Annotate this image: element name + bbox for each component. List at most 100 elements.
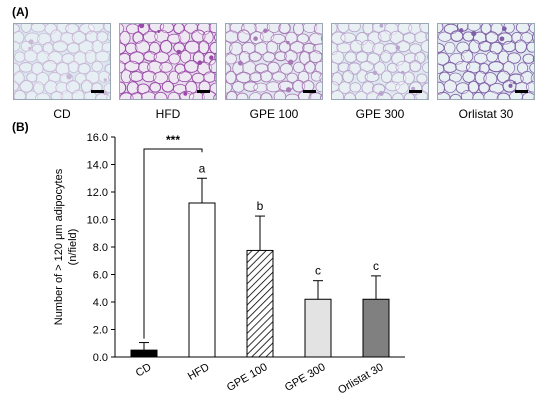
panel-b-tag: (B) <box>12 120 29 134</box>
adipocyte-cell <box>159 39 173 54</box>
stained-nucleus <box>287 59 294 65</box>
adipocyte-cell <box>338 81 352 94</box>
adipocyte-cell <box>14 40 20 52</box>
adipocyte-cell <box>229 41 243 56</box>
y-tick-label: 0.0 <box>93 352 108 364</box>
adipocyte-cell <box>25 90 39 99</box>
adipocyte-cell <box>302 42 316 54</box>
bar-chart: 0.0 2.0 4.0 6.0 8.0 10.0 12.0 14.0 16.0 a b c c ***… <box>53 132 405 397</box>
adipocyte-cell <box>108 53 110 63</box>
adipocyte-cell <box>91 61 103 72</box>
bar-gpe-100 <box>246 249 274 358</box>
stained-nucleus <box>197 60 203 65</box>
adipocyte-cell <box>196 24 212 36</box>
x-tick-label-gpe-100: GPE 100 <box>225 361 270 394</box>
stained-nucleus <box>286 40 290 45</box>
adipocyte-cell <box>120 31 131 45</box>
adipocyte-cell <box>226 90 238 99</box>
scale-bar <box>409 90 422 93</box>
adipocyte-cell <box>356 69 368 83</box>
adipocyte-cell <box>271 71 286 82</box>
stained-nucleus <box>501 26 507 32</box>
stained-nucleus <box>395 45 401 51</box>
adipocyte-cell <box>343 92 356 99</box>
significance-letter-gpe-100: b <box>257 199 264 213</box>
adipocyte-cell <box>60 90 73 99</box>
adipocyte-cell <box>419 24 428 34</box>
adipocyte-cell <box>460 49 474 63</box>
stained-nucleus <box>411 86 416 91</box>
adipocyte-cell <box>101 42 110 53</box>
adipocyte-cell <box>403 92 415 99</box>
micrograph-label-gpe-300: GPE 300 <box>355 107 405 121</box>
adipocyte-cell <box>362 24 374 35</box>
adipocyte-cell <box>292 24 305 36</box>
adipocyte-cell <box>214 73 216 83</box>
adipocyte-cell <box>159 62 173 73</box>
adipocyte-cell <box>65 24 80 35</box>
stained-nucleus <box>183 91 188 96</box>
adipocyte-cell <box>253 82 268 93</box>
adipocyte-cell <box>26 72 38 83</box>
adipocyte-cell <box>259 92 273 99</box>
adipocyte-cell <box>50 29 63 44</box>
adipocyte-cell <box>208 59 216 74</box>
adipocyte-cell <box>474 52 488 64</box>
adipocyte-cell <box>377 30 393 43</box>
adipocyte-cell <box>478 82 490 94</box>
adipocyte-cell <box>67 60 80 73</box>
adipocyte-cell <box>438 63 445 75</box>
adipocyte-cell <box>214 52 216 62</box>
adipocyte-cell <box>203 71 216 83</box>
micrograph-gpe-300 <box>331 23 429 100</box>
adipocyte-cell <box>226 30 240 43</box>
adipocyte-cell <box>124 60 140 72</box>
adipocyte-cell <box>120 69 133 84</box>
adipocyte-cell <box>522 92 534 99</box>
adipocyte-cell <box>292 79 306 93</box>
adipocyte-cell <box>14 89 27 99</box>
adipocyte-cell <box>153 71 169 84</box>
adipocyte-cell <box>320 35 322 42</box>
x-tick-label-hfd: HFD <box>186 361 212 383</box>
adipocyte-cell <box>304 60 316 74</box>
adipocyte-cell <box>23 49 38 63</box>
adipocyte-cell <box>386 62 399 73</box>
adipocyte-cell <box>426 93 428 99</box>
adipocyte-cell <box>408 24 422 35</box>
stained-nucleus <box>372 70 378 76</box>
adipocyte-cell <box>14 24 20 34</box>
adipocyte-cell <box>425 32 428 41</box>
significance-bracket: *** <box>143 133 203 339</box>
stained-nucleus <box>66 73 72 80</box>
stained-nucleus <box>459 28 464 33</box>
adipocyte-cell <box>315 81 322 93</box>
adipocyte-cell <box>296 33 310 44</box>
adipocyte-cell <box>332 24 338 35</box>
adipocyte-cell <box>438 91 451 99</box>
adipocyte-cell <box>340 32 356 43</box>
tissue-image <box>226 24 322 99</box>
adipocyte-cell <box>380 70 393 83</box>
adipocyte-cell <box>226 81 233 94</box>
adipocyte-cell <box>385 81 401 92</box>
adipocyte-cell <box>449 72 462 83</box>
adipocyte-cell <box>167 91 180 99</box>
micrograph-orlistat-30 <box>437 23 535 100</box>
adipocyte-cell <box>209 41 216 55</box>
adipocyte-cell <box>14 71 25 85</box>
adipocyte-cell <box>313 24 322 36</box>
micrograph-label-hfd: HFD <box>155 107 181 121</box>
adipocyte-cell <box>310 71 322 82</box>
adipocyte-cell <box>14 80 20 92</box>
adipocyte-cell <box>214 33 216 42</box>
y-axis <box>111 136 116 358</box>
adipocyte-cell <box>449 93 462 99</box>
adipocyte-cell <box>184 40 201 54</box>
adipocyte-cell <box>392 92 404 99</box>
adipocyte-cell <box>84 49 97 64</box>
adipocyte-cell <box>522 53 534 64</box>
adipocyte-cell <box>274 51 288 62</box>
y-tick-label: 4.0 <box>93 297 108 309</box>
adipocyte-cell <box>402 32 417 44</box>
